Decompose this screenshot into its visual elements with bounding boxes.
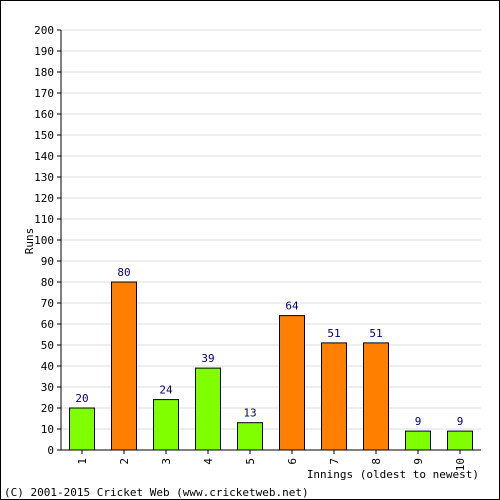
- bar: [405, 430, 431, 451]
- x-tick-labels: 1 2 3 4 5 6 7 8 9 10: [76, 458, 467, 472]
- bars: [69, 281, 473, 451]
- y-tick-label: 140: [34, 150, 54, 163]
- y-tick-label: 70: [41, 297, 54, 310]
- bar: [447, 430, 473, 451]
- x-tick-label: 10: [454, 458, 467, 471]
- x-tick-label: 2: [118, 458, 131, 465]
- bar: [195, 367, 221, 451]
- x-tick-label: 4: [202, 458, 215, 465]
- y-tick-label: 180: [34, 66, 54, 79]
- y-tick-label: 130: [34, 171, 54, 184]
- y-tick-label: 150: [34, 129, 54, 142]
- y-tick-label: 20: [41, 402, 54, 415]
- data-label: 51: [369, 327, 382, 340]
- y-tick-label: 30: [41, 381, 54, 394]
- y-tick-label: 90: [41, 255, 54, 268]
- y-tick-label: 200: [34, 24, 54, 37]
- bar: [237, 422, 263, 451]
- axes: [57, 29, 481, 454]
- data-label: 9: [457, 415, 464, 428]
- data-labels: 20 80 24 39 13 64 51 51 9 9: [75, 266, 463, 428]
- data-label: 13: [243, 407, 256, 420]
- y-tick-label: 10: [41, 423, 54, 436]
- data-label: 80: [117, 266, 130, 279]
- y-tick-label: 120: [34, 192, 54, 205]
- x-tick-label: 3: [160, 458, 173, 465]
- y-tick-label: 100: [34, 234, 54, 247]
- x-tick-label: 9: [412, 458, 425, 465]
- data-label: 51: [327, 327, 340, 340]
- y-tick-label: 60: [41, 318, 54, 331]
- x-tick-label: 7: [328, 458, 341, 465]
- copyright-footer: (C) 2001-2015 Cricket Web (www.cricketwe…: [4, 486, 309, 499]
- y-tick-label: 110: [34, 213, 54, 226]
- y-tick-label: 80: [41, 276, 54, 289]
- x-tick-label: 8: [370, 458, 383, 465]
- y-tick-label: 0: [47, 444, 54, 457]
- data-label: 20: [75, 392, 88, 405]
- data-label: 9: [415, 415, 422, 428]
- bar: [321, 342, 347, 451]
- y-tick-labels: 0 10 20 30 40 50 60 70 80 90 100 110 120 130 140 150 160…: [34, 24, 54, 457]
- y-tick-label: 160: [34, 108, 54, 121]
- data-label: 24: [159, 384, 173, 397]
- bar: [363, 342, 389, 451]
- grid-lines: [61, 29, 481, 430]
- bar: [111, 281, 137, 451]
- data-label: 39: [201, 352, 214, 365]
- y-tick-label: 50: [41, 339, 54, 352]
- x-tick-label: 1: [76, 458, 89, 465]
- y-tick-label: 40: [41, 360, 54, 373]
- bar: [69, 407, 95, 451]
- y-tick-label: 170: [34, 87, 54, 100]
- bar: [279, 315, 305, 451]
- x-tick-label: 5: [244, 458, 257, 465]
- data-label: 64: [285, 300, 299, 313]
- bar: [153, 399, 179, 451]
- x-axis-title: Innings (oldest to newest): [307, 468, 479, 481]
- y-axis-title: Runs: [23, 228, 36, 255]
- y-tick-label: 190: [34, 45, 54, 58]
- x-tick-label: 6: [286, 458, 299, 465]
